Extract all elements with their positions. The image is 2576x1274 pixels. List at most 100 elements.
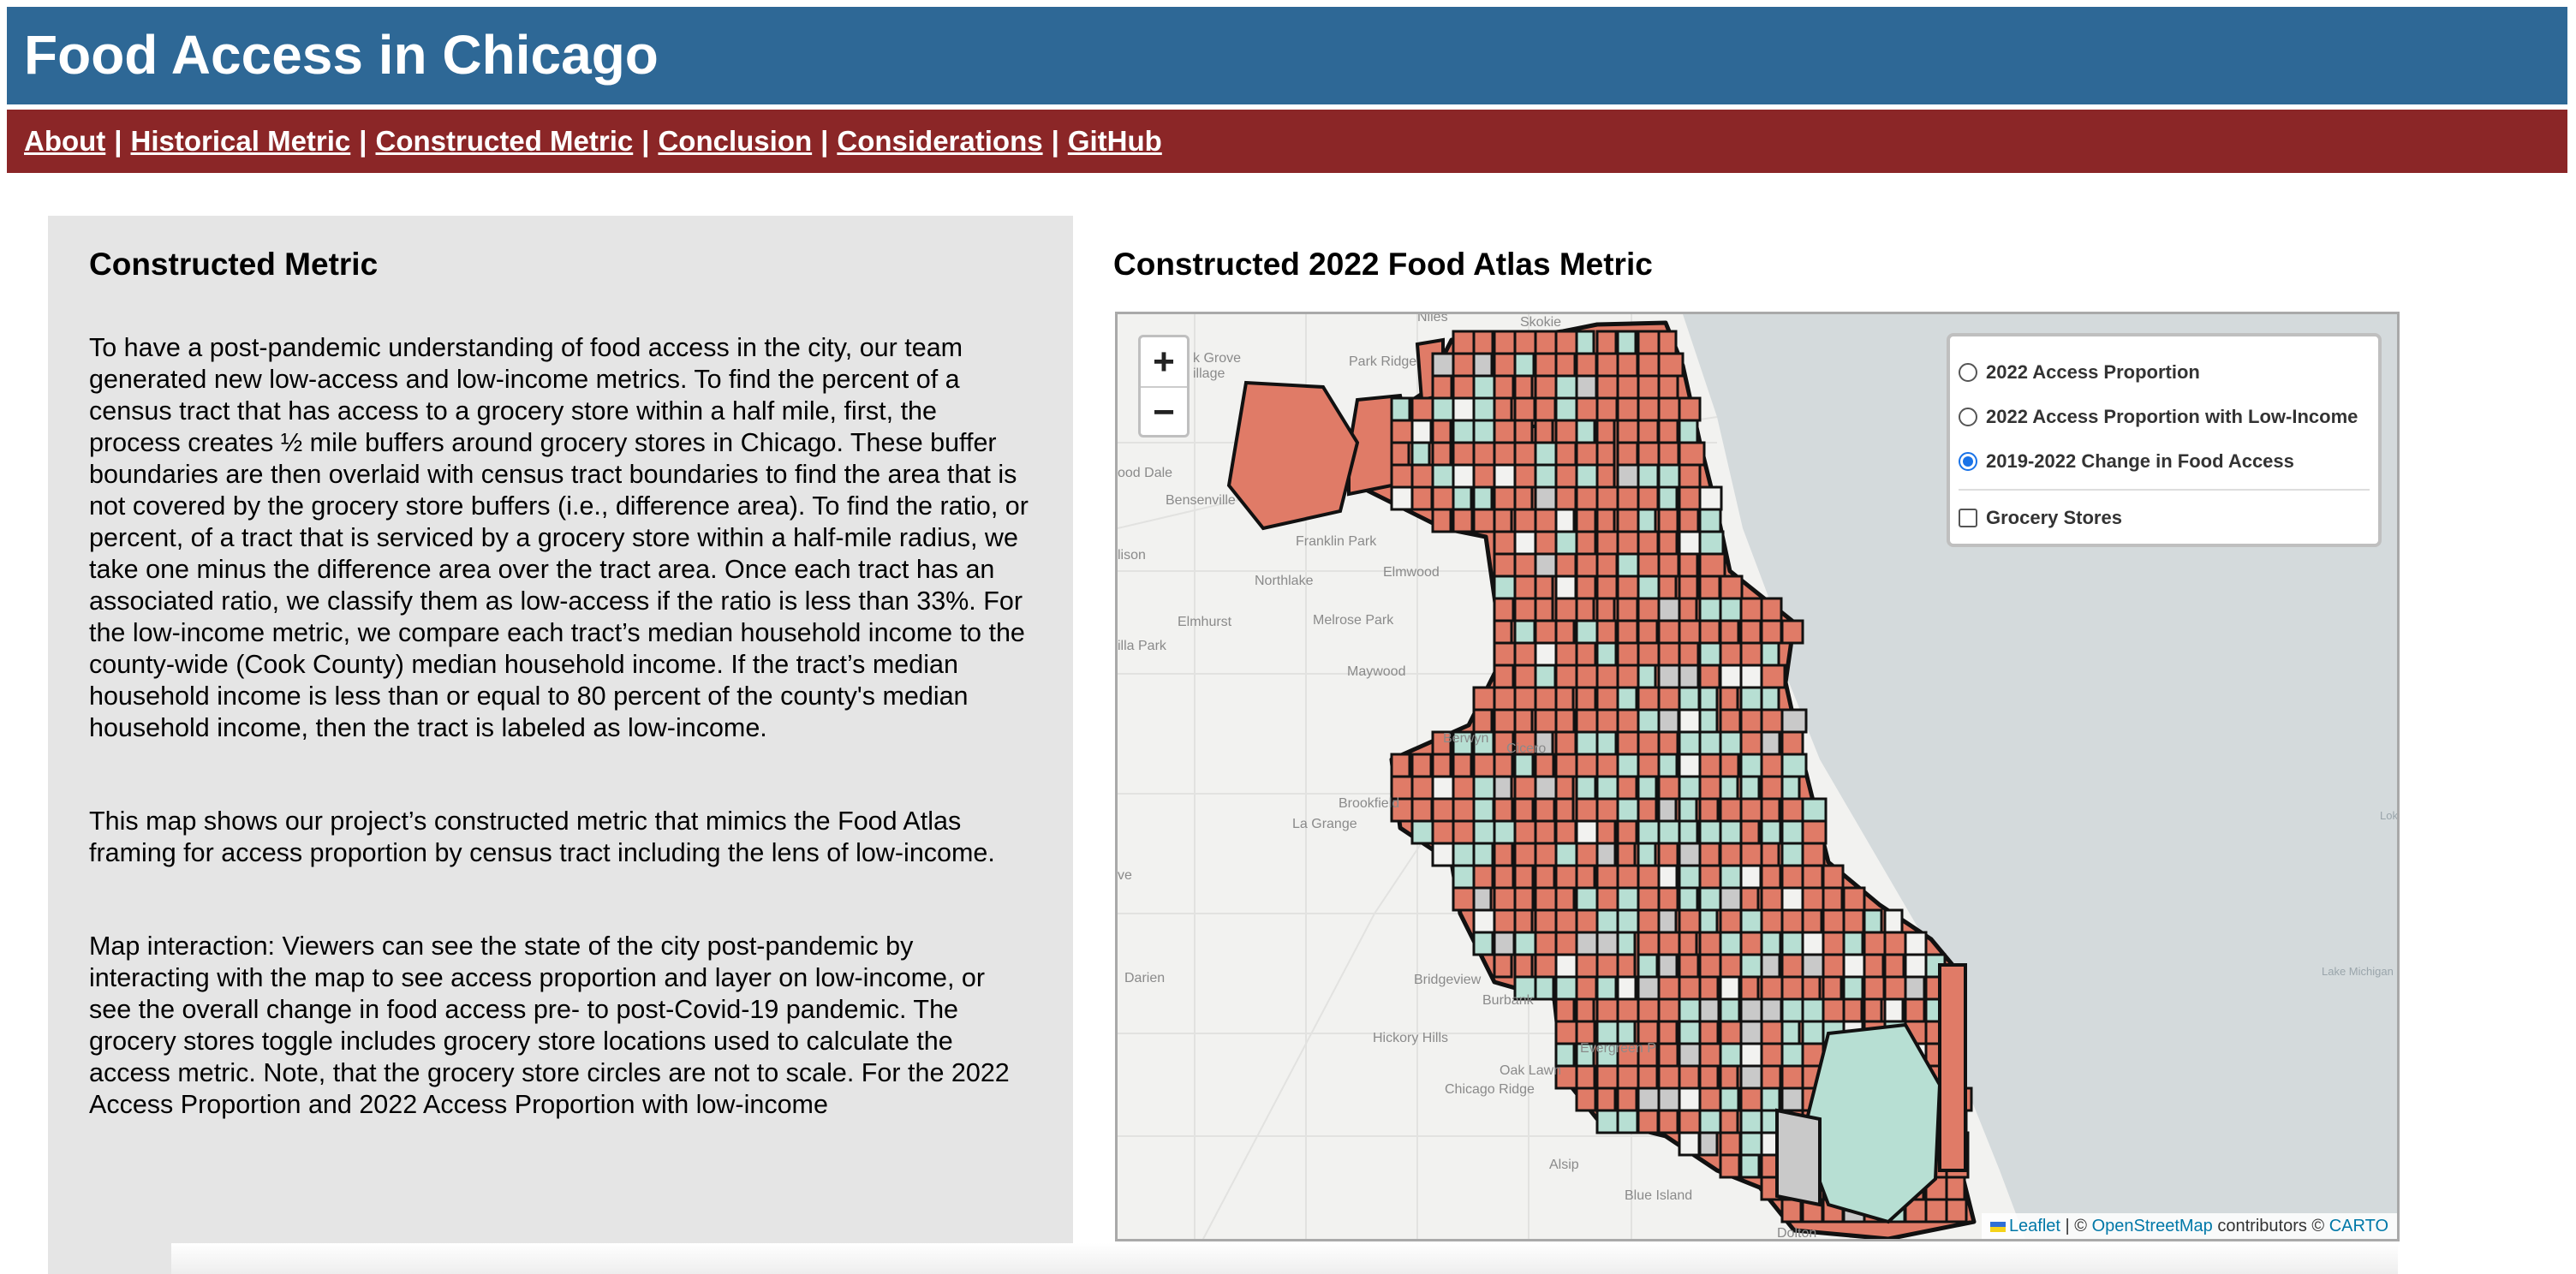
census-tract[interactable] [1698, 574, 1721, 600]
census-tract[interactable] [1637, 797, 1658, 823]
census-tract[interactable] [1657, 1020, 1679, 1045]
census-tract[interactable] [1739, 1109, 1765, 1134]
census-tract[interactable] [1534, 508, 1559, 533]
census-tract[interactable] [1616, 1086, 1638, 1112]
census-tract[interactable] [1575, 485, 1601, 511]
census-tract[interactable] [1575, 1086, 1597, 1112]
census-tract[interactable] [1801, 908, 1823, 934]
census-tract[interactable] [1534, 441, 1559, 467]
census-tract[interactable] [1739, 664, 1763, 689]
census-tract[interactable] [1637, 374, 1661, 400]
census-tract[interactable] [1513, 352, 1535, 378]
census-tract[interactable] [1698, 997, 1720, 1023]
census-tract[interactable] [1719, 664, 1744, 689]
census-tract[interactable] [1575, 753, 1600, 778]
census-tract[interactable] [1493, 797, 1514, 823]
census-tract[interactable] [1616, 352, 1639, 378]
zoom-in-button[interactable]: + [1141, 337, 1187, 388]
census-tract[interactable] [1595, 931, 1620, 956]
census-tract[interactable] [1513, 619, 1536, 645]
census-tract[interactable] [1760, 842, 1780, 867]
census-tract[interactable] [1678, 664, 1700, 689]
census-tract[interactable] [1904, 997, 1926, 1023]
census-tract[interactable] [1637, 664, 1657, 689]
census-tract[interactable] [1575, 552, 1600, 578]
census-tract[interactable] [1452, 842, 1476, 867]
census-tract[interactable] [1575, 374, 1598, 400]
census-tract[interactable] [1513, 419, 1534, 444]
census-tract[interactable] [1637, 508, 1657, 533]
census-tract[interactable] [1472, 842, 1494, 867]
census-tract[interactable] [1554, 530, 1578, 556]
census-tract[interactable] [1698, 686, 1719, 711]
census-tract[interactable] [1780, 819, 1805, 845]
census-tract[interactable] [1698, 975, 1720, 1001]
census-tract[interactable] [1390, 775, 1416, 801]
census-tract[interactable] [1657, 1109, 1679, 1134]
census-tract[interactable] [1472, 330, 1494, 355]
census-tract[interactable] [1719, 908, 1744, 934]
census-tract[interactable] [1513, 374, 1534, 400]
census-tract[interactable] [1452, 485, 1473, 511]
census-tract[interactable] [1513, 597, 1539, 622]
census-tract[interactable] [1410, 485, 1434, 511]
census-tract[interactable] [1883, 908, 1904, 934]
census-tract[interactable] [1719, 730, 1744, 756]
census-tract[interactable] [1637, 330, 1661, 355]
census-tract[interactable] [1390, 753, 1411, 778]
census-tract[interactable] [1554, 797, 1575, 823]
census-tract[interactable] [1534, 686, 1558, 711]
osm-link[interactable]: OpenStreetMap [2091, 1217, 2213, 1235]
census-tract[interactable] [1616, 686, 1638, 711]
nav-link-about[interactable]: About [24, 125, 106, 157]
census-tract[interactable] [1616, 953, 1637, 979]
census-tract[interactable] [1390, 441, 1410, 467]
census-tract[interactable] [1780, 775, 1801, 801]
census-tract[interactable] [1698, 886, 1722, 912]
census-tract[interactable] [1493, 931, 1516, 956]
census-tract[interactable] [1801, 1020, 1825, 1045]
census-tract[interactable] [1472, 931, 1494, 956]
census-tract[interactable] [1472, 374, 1498, 400]
census-tract[interactable] [1678, 753, 1702, 778]
census-tract[interactable] [1678, 441, 1706, 467]
census-tract[interactable] [1904, 975, 1926, 1001]
carto-link[interactable]: CARTO [2329, 1217, 2388, 1235]
census-tract[interactable] [1719, 1042, 1744, 1068]
census-tract[interactable] [1554, 552, 1577, 578]
census-tract[interactable] [1760, 619, 1783, 645]
grocery-stores-checkbox[interactable] [1959, 509, 1977, 527]
census-tract[interactable] [1678, 597, 1698, 622]
census-tract[interactable] [1945, 1198, 1968, 1223]
census-tract[interactable] [1801, 842, 1826, 867]
census-tract[interactable] [1719, 619, 1740, 645]
census-tract[interactable] [1678, 641, 1700, 667]
census-tract[interactable] [1595, 1109, 1619, 1134]
census-tract[interactable] [1472, 753, 1496, 778]
census-tract[interactable] [1616, 931, 1637, 956]
census-tract[interactable] [1657, 508, 1679, 533]
census-tract[interactable] [1452, 330, 1476, 355]
census-tract[interactable] [1698, 508, 1722, 533]
census-tract[interactable] [1616, 975, 1637, 1001]
nav-link-historical-metric[interactable]: Historical Metric [130, 125, 351, 157]
census-tract[interactable] [1698, 953, 1724, 979]
census-tract[interactable] [1513, 886, 1535, 912]
census-tract[interactable] [1698, 1086, 1722, 1112]
census-tract[interactable] [1637, 708, 1662, 734]
census-tract[interactable] [1595, 619, 1618, 645]
census-tract[interactable] [1534, 819, 1557, 845]
census-tract[interactable] [1616, 997, 1641, 1023]
census-tract[interactable] [1719, 997, 1741, 1023]
census-tract[interactable] [1575, 819, 1600, 845]
census-tract[interactable] [1493, 530, 1518, 556]
census-tract[interactable] [1780, 997, 1805, 1023]
census-tract[interactable] [1493, 330, 1518, 355]
census-tract[interactable] [1493, 374, 1515, 400]
census-tract[interactable] [1678, 485, 1702, 511]
census-tract[interactable] [1493, 664, 1515, 689]
census-tract[interactable] [1554, 931, 1579, 956]
census-tract[interactable] [1657, 753, 1679, 778]
census-tract[interactable] [1431, 463, 1455, 489]
census-tract[interactable] [1534, 485, 1559, 511]
